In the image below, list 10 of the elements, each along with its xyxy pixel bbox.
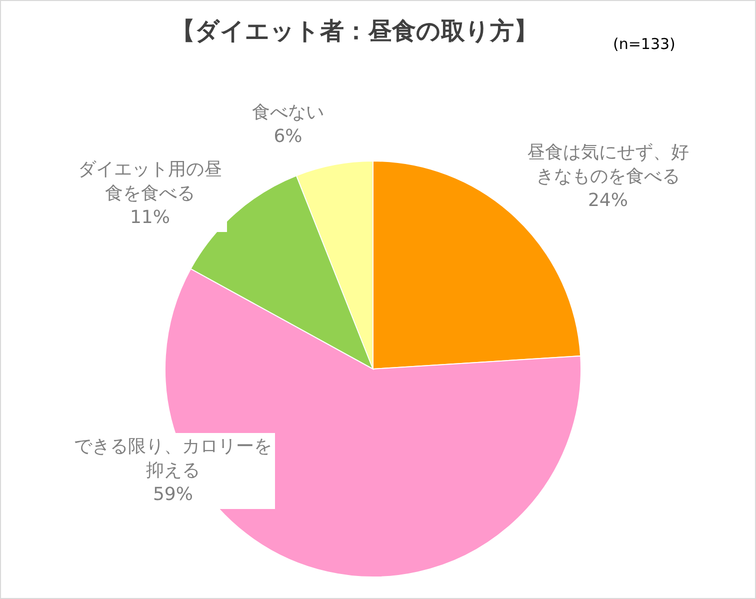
text: (n=133) (613, 35, 676, 53)
data-label: 11% (128, 206, 171, 230)
data-label: 59% (152, 483, 194, 507)
slice-label: 昼食は気にせず、好きなものを食べる (526, 141, 690, 189)
chart-title: 【ダイエット者：昼食の取り方】 (171, 16, 538, 47)
slice-label: できる限り、カロリーを抑える (73, 435, 273, 483)
data-label: 24% (586, 189, 629, 213)
data-label: 6% (272, 125, 304, 149)
slice-label: 食べない (251, 101, 325, 125)
slice-label: ダイエット用の昼食を食べる (77, 158, 223, 206)
